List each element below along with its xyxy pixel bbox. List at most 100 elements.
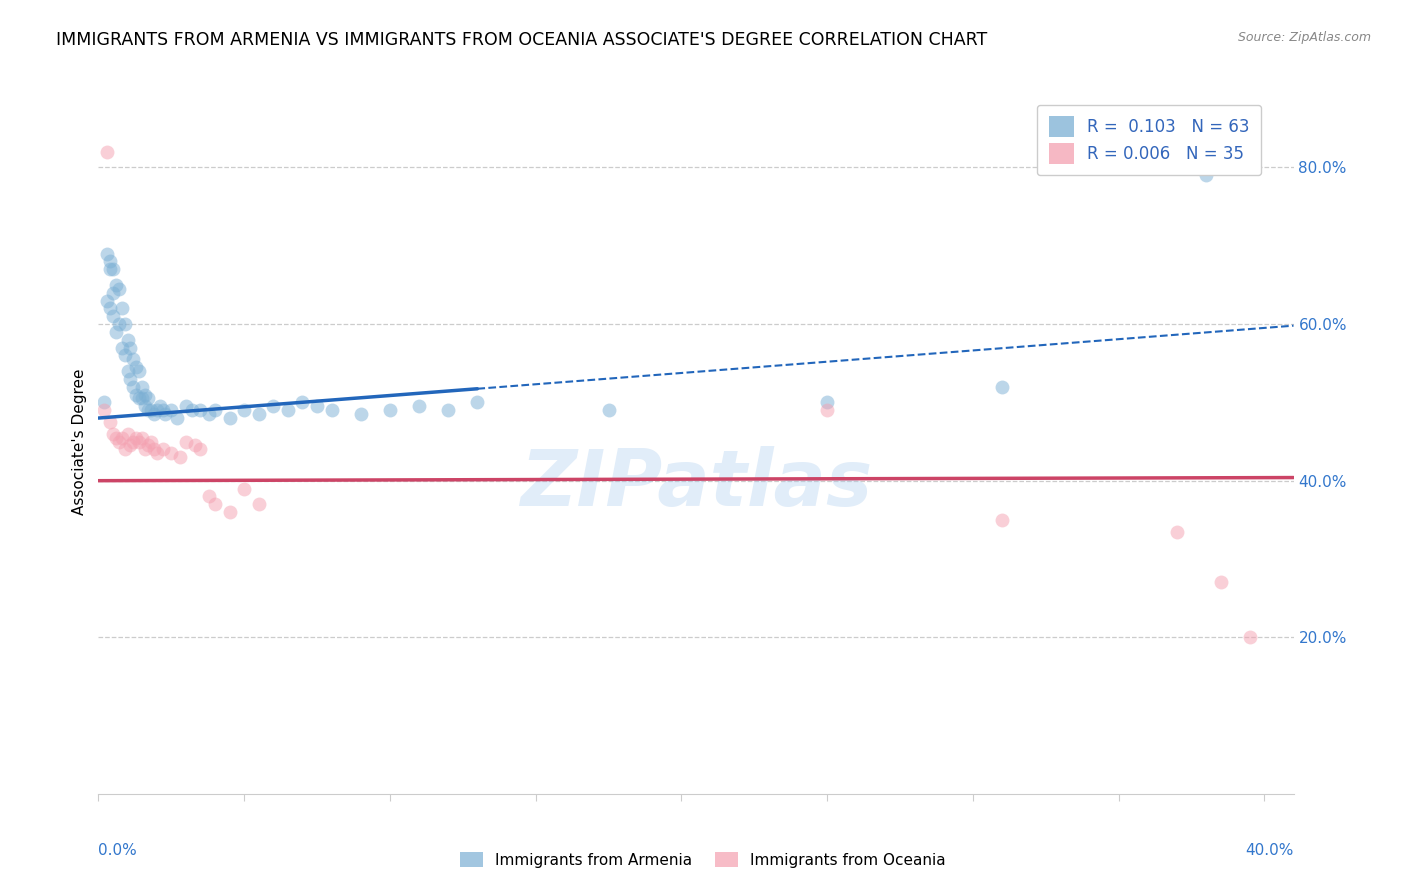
Point xyxy=(101,285,124,300)
Point xyxy=(991,513,1014,527)
Point xyxy=(305,399,328,413)
Point xyxy=(291,395,314,409)
Point xyxy=(160,446,183,460)
Point xyxy=(104,325,127,339)
Point xyxy=(114,317,136,331)
Text: ZIPatlas: ZIPatlas xyxy=(520,446,872,522)
Point xyxy=(120,438,142,452)
Point xyxy=(145,403,167,417)
Point xyxy=(233,403,256,417)
Point xyxy=(166,411,188,425)
Point xyxy=(145,446,167,460)
Point xyxy=(96,293,118,308)
Point xyxy=(174,399,197,413)
Point xyxy=(180,403,202,417)
Point xyxy=(991,380,1014,394)
Point xyxy=(114,442,136,457)
Point xyxy=(120,341,142,355)
Point xyxy=(183,438,205,452)
Point xyxy=(190,403,212,417)
Point xyxy=(139,403,162,417)
Point xyxy=(128,364,150,378)
Point xyxy=(152,442,174,457)
Point xyxy=(111,431,134,445)
Point xyxy=(93,395,115,409)
Point xyxy=(247,407,270,421)
Point xyxy=(815,403,838,417)
Text: 40.0%: 40.0% xyxy=(1246,843,1294,858)
Point xyxy=(114,348,136,362)
Point xyxy=(321,403,343,417)
Point xyxy=(437,403,460,417)
Point xyxy=(174,434,197,449)
Point xyxy=(131,380,153,394)
Point xyxy=(111,341,134,355)
Point xyxy=(96,145,118,159)
Point xyxy=(152,403,174,417)
Point xyxy=(1166,524,1188,539)
Point xyxy=(122,352,145,367)
Point xyxy=(247,497,270,511)
Point xyxy=(101,310,124,324)
Point xyxy=(108,317,131,331)
Point xyxy=(122,434,145,449)
Point xyxy=(218,505,240,519)
Text: Source: ZipAtlas.com: Source: ZipAtlas.com xyxy=(1237,31,1371,45)
Point xyxy=(128,392,150,406)
Point xyxy=(1195,169,1218,183)
Point xyxy=(120,372,142,386)
Point xyxy=(104,431,127,445)
Point xyxy=(93,403,115,417)
Point xyxy=(134,442,156,457)
Point xyxy=(190,442,212,457)
Point xyxy=(408,399,430,413)
Point xyxy=(198,489,221,503)
Point xyxy=(262,399,284,413)
Legend: R =  0.103   N = 63, R = 0.006   N = 35: R = 0.103 N = 63, R = 0.006 N = 35 xyxy=(1038,104,1261,175)
Point xyxy=(125,387,148,401)
Point xyxy=(131,431,153,445)
Point xyxy=(134,387,156,401)
Point xyxy=(350,407,373,421)
Point xyxy=(122,380,145,394)
Point xyxy=(169,450,191,465)
Point xyxy=(277,403,299,417)
Point xyxy=(128,434,150,449)
Point xyxy=(1239,630,1261,644)
Point xyxy=(125,431,148,445)
Point xyxy=(96,246,118,260)
Point xyxy=(815,395,838,409)
Point xyxy=(131,392,153,406)
Point xyxy=(101,426,124,441)
Point xyxy=(98,301,121,316)
Point xyxy=(136,392,159,406)
Text: IMMIGRANTS FROM ARMENIA VS IMMIGRANTS FROM OCEANIA ASSOCIATE'S DEGREE CORRELATIO: IMMIGRANTS FROM ARMENIA VS IMMIGRANTS FR… xyxy=(56,31,987,49)
Point xyxy=(111,301,134,316)
Point xyxy=(98,415,121,429)
Point xyxy=(117,333,139,347)
Point xyxy=(155,407,177,421)
Point xyxy=(125,360,148,375)
Y-axis label: Associate's Degree: Associate's Degree xyxy=(72,368,87,515)
Point xyxy=(136,438,159,452)
Point xyxy=(160,403,183,417)
Point xyxy=(108,282,131,296)
Point xyxy=(142,407,165,421)
Point xyxy=(198,407,221,421)
Point xyxy=(134,399,156,413)
Point xyxy=(139,434,162,449)
Point xyxy=(218,411,240,425)
Point xyxy=(467,395,489,409)
Point xyxy=(204,403,226,417)
Point xyxy=(136,403,159,417)
Legend: Immigrants from Armenia, Immigrants from Oceania: Immigrants from Armenia, Immigrants from… xyxy=(454,846,952,873)
Text: 0.0%: 0.0% xyxy=(98,843,138,858)
Point xyxy=(101,262,124,277)
Point xyxy=(378,403,401,417)
Point xyxy=(117,426,139,441)
Point xyxy=(204,497,226,511)
Point xyxy=(142,442,165,457)
Point xyxy=(98,254,121,268)
Point xyxy=(1209,575,1232,590)
Point xyxy=(108,434,131,449)
